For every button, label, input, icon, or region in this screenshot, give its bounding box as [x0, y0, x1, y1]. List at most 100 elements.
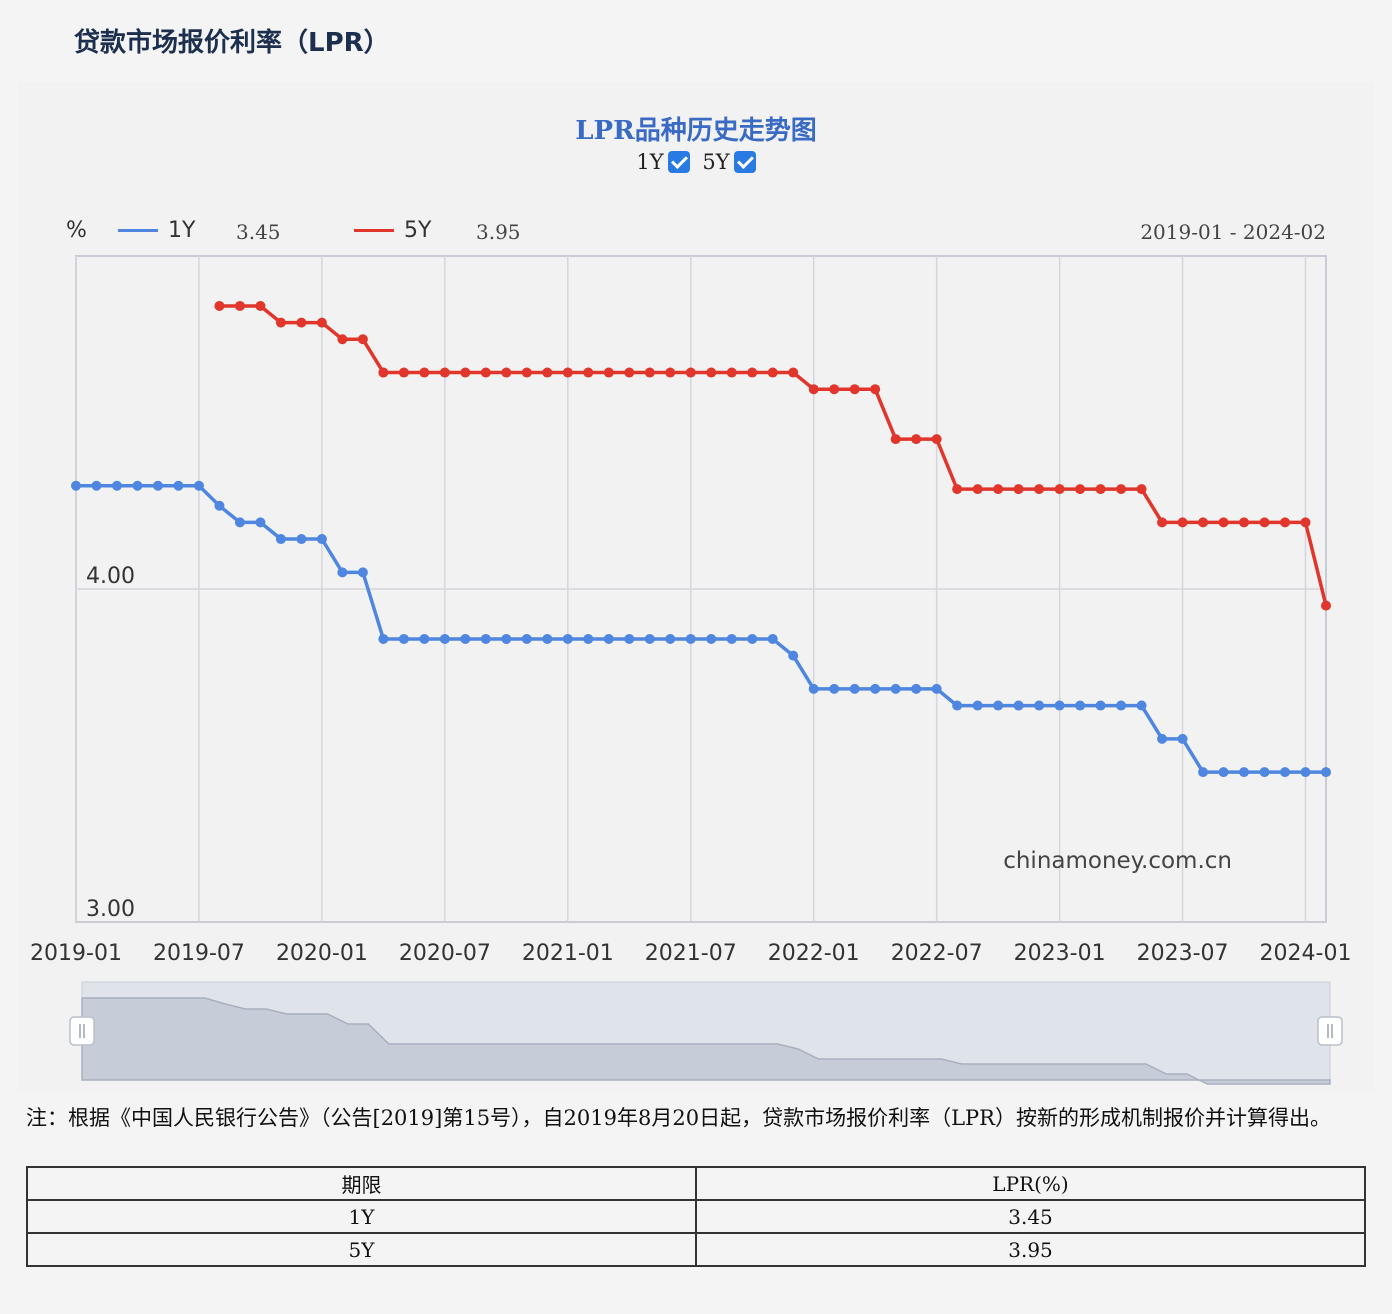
data-point-5Y	[542, 367, 553, 378]
x-tick-label: 2023-01	[1014, 941, 1106, 966]
data-point-1Y	[972, 700, 983, 711]
data-point-1Y	[562, 633, 573, 644]
date-range-label: 2019-01 - 2024-02	[1140, 220, 1326, 244]
data-point-1Y	[993, 700, 1004, 711]
data-point-5Y	[1321, 600, 1331, 611]
data-point-5Y	[726, 367, 737, 378]
data-point-5Y	[972, 484, 983, 495]
checkbox-checked-icon[interactable]	[667, 151, 690, 173]
data-point-1Y	[275, 534, 286, 545]
data-point-1Y	[316, 534, 327, 545]
data-point-1Y	[665, 633, 676, 644]
data-point-5Y	[521, 367, 532, 378]
data-point-1Y	[132, 480, 143, 491]
zoom-handle-right[interactable]	[1317, 1016, 1343, 1046]
data-point-1Y	[1177, 733, 1188, 744]
data-point-1Y	[419, 633, 430, 644]
data-point-5Y	[439, 367, 450, 378]
data-point-1Y	[1136, 700, 1147, 711]
lpr-table: 期限 LPR(%) 1Y 3.45 5Y 3.95	[26, 1166, 1366, 1267]
data-point-5Y	[1157, 517, 1168, 528]
x-tick-label: 2019-07	[153, 941, 245, 966]
data-point-5Y	[1259, 517, 1270, 528]
data-point-1Y	[255, 517, 266, 528]
data-point-5Y	[1218, 517, 1229, 528]
data-point-5Y	[357, 334, 368, 345]
data-point-1Y	[870, 683, 881, 694]
chart-card	[18, 82, 1374, 1092]
data-point-5Y	[706, 367, 717, 378]
data-point-1Y	[706, 633, 717, 644]
x-tick-label: 2019-01	[30, 941, 122, 966]
table-header-cell: 期限	[26, 1166, 697, 1201]
legend-5y[interactable]: 5Y	[354, 218, 431, 243]
lpr-line-chart: 2019-01 2019-07 2020-01 2020-07 2021-01 2021-…	[30, 255, 1352, 1085]
data-point-5Y	[1198, 517, 1209, 528]
data-point-1Y	[808, 683, 819, 694]
data-point-1Y	[911, 683, 922, 694]
y-tick-label: 4.00	[86, 564, 135, 589]
data-point-1Y	[173, 480, 184, 491]
data-point-1Y	[1034, 700, 1045, 711]
data-point-1Y	[439, 633, 450, 644]
legend-1y-value: 3.45	[236, 220, 281, 244]
data-point-1Y	[337, 567, 348, 578]
toggle-1y-label: 1Y	[636, 150, 664, 174]
data-point-1Y	[214, 500, 225, 511]
data-point-1Y	[1157, 733, 1168, 744]
data-point-5Y	[747, 367, 758, 378]
data-point-1Y	[234, 517, 245, 528]
data-point-1Y	[398, 633, 409, 644]
data-point-1Y	[357, 567, 368, 578]
data-point-5Y	[808, 384, 819, 395]
data-point-1Y	[726, 633, 737, 644]
table-row: 5Y 3.95	[26, 1232, 1366, 1267]
data-point-5Y	[685, 367, 696, 378]
data-point-5Y	[296, 317, 307, 328]
data-point-1Y	[890, 683, 901, 694]
table-header-row: 期限 LPR(%)	[26, 1166, 1366, 1201]
data-point-1Y	[1116, 700, 1127, 711]
data-point-1Y	[747, 633, 758, 644]
data-point-1Y	[91, 480, 102, 491]
watermark: chinamoney.com.cn	[1003, 848, 1232, 874]
x-tick-label: 2022-07	[891, 941, 983, 966]
zoom-handle-left[interactable]	[69, 1016, 95, 1046]
checkbox-checked-icon[interactable]	[733, 151, 756, 173]
series-toggles: 1Y 5Y	[0, 150, 1392, 174]
legend-line-icon	[118, 229, 158, 232]
data-point-5Y	[1300, 517, 1311, 528]
data-point-5Y	[337, 334, 348, 345]
data-point-5Y	[378, 367, 389, 378]
data-point-1Y	[1054, 700, 1065, 711]
x-tick-label: 2023-07	[1137, 941, 1229, 966]
data-point-5Y	[1280, 517, 1291, 528]
toggle-1y[interactable]: 1Y	[636, 150, 690, 174]
data-point-1Y	[152, 480, 163, 491]
table-cell: 5Y	[26, 1232, 697, 1267]
data-point-1Y	[71, 480, 81, 491]
legend-1y[interactable]: 1Y	[118, 218, 195, 243]
y-axis-unit: %	[66, 218, 87, 243]
table-header-cell: LPR(%)	[695, 1166, 1366, 1201]
data-point-1Y	[1259, 767, 1270, 778]
data-point-5Y	[398, 367, 409, 378]
series-line-1Y	[76, 484, 1326, 774]
table-cell: 3.45	[695, 1199, 1366, 1234]
series-line-5Y	[219, 304, 1328, 607]
x-tick-label: 2024-01	[1260, 941, 1352, 966]
data-point-5Y	[1013, 484, 1024, 495]
data-point-5Y	[829, 384, 840, 395]
data-point-1Y	[378, 633, 389, 644]
x-tick-label: 2022-01	[768, 941, 860, 966]
data-point-5Y	[1177, 517, 1188, 528]
x-tick-label: 2020-01	[276, 941, 368, 966]
toggle-5y[interactable]: 5Y	[702, 150, 756, 174]
data-point-1Y	[583, 633, 594, 644]
data-point-1Y	[829, 683, 840, 694]
data-point-1Y	[1095, 700, 1106, 711]
table-cell: 3.95	[695, 1232, 1366, 1267]
data-point-1Y	[1321, 767, 1331, 778]
data-point-5Y	[583, 367, 594, 378]
data-point-1Y	[1300, 767, 1311, 778]
